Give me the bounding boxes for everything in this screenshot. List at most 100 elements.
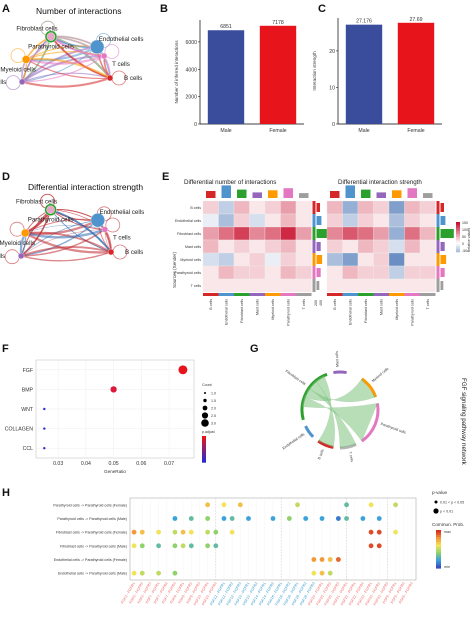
bubble xyxy=(327,570,333,576)
network-node-label: T cells xyxy=(112,61,130,68)
heatmap-col-label: Fibroblast cells xyxy=(240,299,244,323)
bubble xyxy=(393,529,398,535)
legend-prob-segment xyxy=(436,549,441,552)
legend-tick: 50 xyxy=(462,235,466,239)
heatmap-cell xyxy=(373,265,390,280)
heatmap-top-bar xyxy=(392,190,402,198)
heatmap-col-strip xyxy=(280,293,296,296)
bubble xyxy=(221,502,227,508)
legend-count-dot xyxy=(201,419,209,427)
y-tick-label: 0 xyxy=(332,122,335,128)
heatmap-col-label: Fibroblast cells xyxy=(364,299,368,323)
heatmap-col-label: Endothelial cells xyxy=(348,299,352,325)
heatmap-row-strip xyxy=(436,253,440,266)
panel-d-network: Fibroblast cells Endothelial cells Mast ce… xyxy=(0,193,144,265)
legend-colorbar-segment xyxy=(456,235,460,238)
heatmap-col-label: Myeloid cells xyxy=(271,299,275,320)
heatmap-row-strip xyxy=(436,227,440,240)
y-tick-label: 2000 xyxy=(185,95,197,101)
legend-color-segment xyxy=(202,453,206,457)
heatmap-side-bar xyxy=(316,216,322,225)
heatmap-col-label: Parathyroid cells xyxy=(286,299,290,326)
heatmap-row-strip xyxy=(312,240,316,253)
heatmap-cell xyxy=(249,213,266,228)
network-edge xyxy=(21,72,111,83)
heatmap-cell xyxy=(249,226,266,241)
network-node xyxy=(90,212,106,228)
bubble xyxy=(172,570,178,576)
heatmap-cell xyxy=(233,226,250,241)
network-node-label: Endothelial cells xyxy=(99,209,144,216)
legend-colorbar-segment xyxy=(456,234,460,236)
heatmap-col-label: Myeloid cells xyxy=(395,299,399,320)
legend-count-label: 2.5 xyxy=(211,414,216,418)
heatmap-side-bar xyxy=(440,203,444,212)
bar-value-label: 6851 xyxy=(220,24,232,30)
heatmap-cell xyxy=(233,252,250,267)
heatmap-side-bar xyxy=(316,203,320,212)
heatmap-cell xyxy=(404,200,421,215)
heatmap-row-label: B cells xyxy=(190,206,201,210)
network-node xyxy=(18,78,26,86)
x-tick-label: Male xyxy=(220,128,231,134)
y-axis-label: Number of inferred interactions xyxy=(174,40,179,104)
x-tick-label: 0.07 xyxy=(164,461,174,467)
legend-color-segment xyxy=(202,460,206,463)
heatmap-cell xyxy=(388,252,405,267)
heatmap-cell xyxy=(249,239,266,254)
network-edge xyxy=(25,55,105,65)
network-node-label: Mast cells xyxy=(0,79,6,86)
bubble xyxy=(376,529,382,535)
heatmap-cell xyxy=(202,239,219,254)
network-node-label: Fibroblast cells xyxy=(16,26,57,33)
bubble xyxy=(188,516,194,521)
heatmap-cell xyxy=(326,213,343,228)
heatmap-cell xyxy=(280,213,297,228)
heatmap-cell xyxy=(342,226,359,241)
heatmap-cell xyxy=(233,200,250,215)
legend-colorbar-segment xyxy=(456,241,460,244)
legend-colorbar-segment xyxy=(456,237,460,239)
heatmap-cell xyxy=(249,265,266,280)
panel-f-dot-plot: 0.03 0.04 0.05 0.06 0.07 FGF BMP WNT COLLAGEN CCL… xyxy=(5,359,216,474)
legend-colorbar-segment xyxy=(456,243,460,245)
panel-b-bar-chart: 0 2000 4000 6000 6851 Male 7178 Female Number of… xyxy=(174,20,304,134)
heatmap-row-strip xyxy=(312,214,316,227)
heatmap-top-bar xyxy=(423,193,433,198)
heatmap-cell xyxy=(264,252,281,267)
heatmap-cell xyxy=(295,252,312,267)
heatmap-cell xyxy=(404,226,421,241)
network-edge xyxy=(21,45,98,83)
heatmap-cell xyxy=(202,265,219,280)
heatmap-cell xyxy=(202,278,219,293)
heatmap-cell xyxy=(342,252,359,267)
heatmap-cell xyxy=(233,265,250,280)
panel-e-title-left: Differential number of interactions xyxy=(184,179,276,186)
legend-prob-segment xyxy=(436,542,441,545)
network-self-loop xyxy=(104,44,120,59)
heatmap-cell xyxy=(280,265,297,280)
y-tick-label: CCL xyxy=(23,446,33,452)
chord-label: B cells xyxy=(317,449,325,461)
network-self-loop xyxy=(4,249,20,265)
network-edge xyxy=(50,36,111,79)
legend-colorbar-segment xyxy=(456,244,460,247)
heatmap-col-strip xyxy=(389,293,405,296)
row-label: Fibroblast cells -> Parathyroid cells (M… xyxy=(60,544,127,548)
heatmap-cell xyxy=(419,252,436,267)
heatmap-col-strip xyxy=(373,293,389,296)
heatmap-cell xyxy=(419,226,436,241)
heatmap-cell xyxy=(233,239,250,254)
bar-value-label: 27.69 xyxy=(410,17,423,23)
legend-count-label: 3.0 xyxy=(211,422,216,426)
bubble xyxy=(205,543,211,549)
legend-count-label: 2.0 xyxy=(211,407,216,411)
network-edge xyxy=(50,208,112,253)
heatmap-cell xyxy=(388,200,405,215)
heatmap-cell xyxy=(264,239,281,254)
network-node xyxy=(46,32,56,41)
legend-prob-segment xyxy=(436,534,441,538)
legend-color-segment xyxy=(202,436,206,439)
legend-colorbar-segment xyxy=(456,225,460,227)
heatmap-cell xyxy=(388,213,405,228)
